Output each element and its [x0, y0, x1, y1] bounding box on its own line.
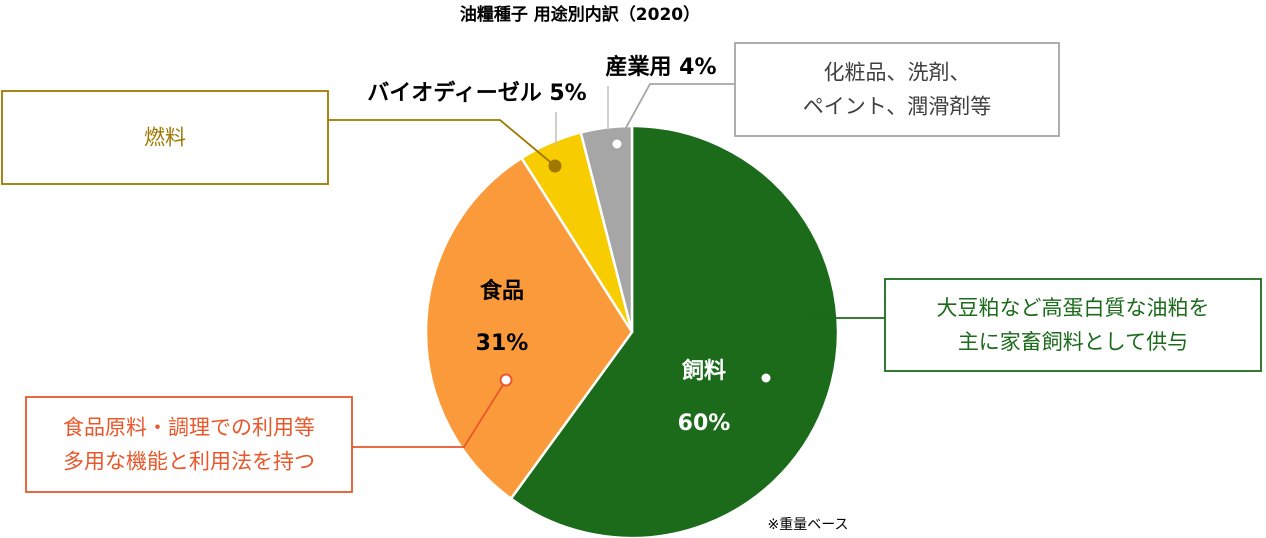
pie-slice-feed	[509, 124, 840, 538]
leader-dot-industrial	[610, 137, 624, 151]
slice-label-industrial: 産業用 4%	[605, 54, 716, 80]
slice-label-feed-value: 60%	[678, 411, 731, 436]
annotation-text-biodiesel-1: 燃料	[144, 126, 186, 150]
slice-labels: 飼料 60% 食品 31% バイオディーゼル 5% 産業用 4%	[367, 54, 730, 436]
annotation-box-industrial	[734, 42, 1060, 137]
leader-dot-feed	[759, 371, 773, 385]
pie-slice-food	[424, 156, 634, 500]
annotation-text-feed-1: 大豆粕など高蛋白質な油粕を	[937, 296, 1210, 320]
chart-title: 油糧種子 用途別内訳（2020）	[460, 4, 700, 25]
leader-line-food	[352, 379, 507, 448]
annotation-text-industrial-1: 化粧品、洗剤、	[824, 61, 971, 85]
slice-label-food-name: 食品	[480, 278, 524, 304]
leader-line-feed	[765, 317, 885, 379]
annotation-text-feed-2: 主に家畜飼料として供与	[958, 330, 1188, 354]
annotation-box-food	[25, 396, 353, 493]
annotation-box-feed	[884, 278, 1262, 372]
leader-line-industrial	[616, 83, 735, 145]
pie-slices	[424, 124, 840, 538]
slice-label-food-value: 31%	[476, 331, 529, 356]
annotation-text-industrial-2: ペイント、潤滑剤等	[803, 95, 992, 119]
pie-slice-industrial	[579, 124, 634, 334]
leader-dot-food	[499, 373, 513, 387]
slice-label-biodiesel: バイオディーゼル 5%	[367, 80, 586, 106]
leader-line-biodiesel	[326, 119, 556, 167]
leader-dot-biodiesel	[548, 159, 562, 173]
annotation-text-food-2: 多用な機能と利用法を持つ	[63, 450, 315, 474]
annotation-text-food-1: 食品原料・調理での利用等	[63, 416, 315, 440]
weight-basis-note: ※重量ベース	[767, 517, 848, 533]
annotation-box-biodiesel	[1, 90, 329, 185]
leader-lines	[326, 83, 885, 448]
slice-label-feed-name: 飼料	[681, 358, 726, 384]
annotation-boxes: 燃料 化粧品、洗剤、ペイント、潤滑剤等大豆粕など高蛋白質な油粕を主に家畜飼料として…	[1, 42, 1262, 493]
